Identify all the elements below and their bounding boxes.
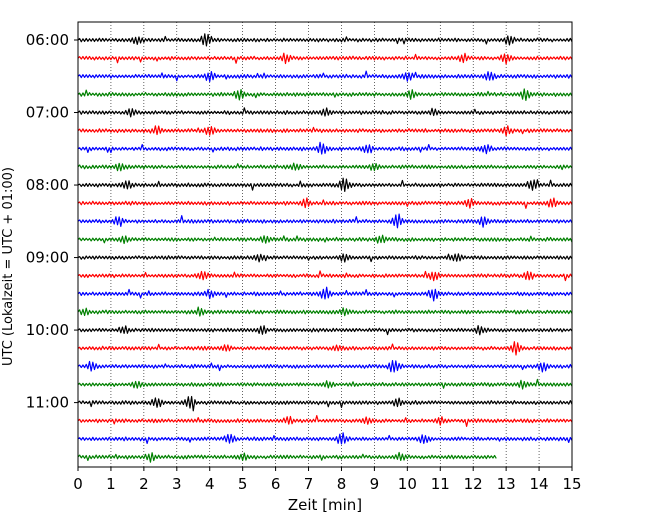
- trace-0745: [77, 162, 573, 172]
- trace-0845: [77, 234, 573, 245]
- x-tick-label: 8: [337, 475, 347, 493]
- x-tick-label: 0: [73, 475, 83, 493]
- x-tick-label: 14: [530, 475, 549, 493]
- trace-1130: [77, 432, 573, 445]
- y-tick-label: 11:00: [26, 394, 69, 412]
- y-axis-label: UTC (Lokalzeit = UTC + 01:00): [1, 167, 16, 366]
- trace-1100: [77, 395, 573, 412]
- x-tick-label: 10: [398, 475, 417, 493]
- x-tick-label: 3: [172, 475, 182, 493]
- y-tick-label: 09:00: [26, 249, 69, 267]
- trace-0715: [77, 125, 573, 137]
- x-tick-label: 5: [238, 475, 248, 493]
- x-tick-label: 1: [106, 475, 116, 493]
- trace-0630: [77, 70, 573, 83]
- x-tick-label: 2: [139, 475, 149, 493]
- trace-0800: [77, 177, 573, 192]
- x-tick-label: 13: [497, 475, 516, 493]
- x-axis: 0 1 2 3 4 5 6 7 8 9 10 11 12 13 14 15: [73, 467, 582, 493]
- x-tick-label: 6: [271, 475, 281, 493]
- y-tick-label: 08:00: [26, 176, 69, 194]
- y-axis: 06:00 07:00 08:00 09:00 10:00 11:00: [26, 31, 78, 412]
- trace-1000: [77, 325, 573, 336]
- x-tick-label: 11: [431, 475, 450, 493]
- y-tick-label: 06:00: [26, 31, 69, 49]
- trace-1045: [77, 378, 573, 390]
- trace-0615: [77, 52, 573, 65]
- trace-0730: [77, 141, 573, 155]
- trace-1015: [77, 341, 573, 356]
- grid-lines: [110, 22, 540, 467]
- trace-0930: [77, 286, 573, 302]
- x-tick-label: 7: [304, 475, 314, 493]
- trace-0900: [77, 253, 573, 263]
- x-tick-label: 9: [370, 475, 380, 493]
- trace-0830: [77, 213, 573, 229]
- x-axis-label: Zeit [min]: [288, 496, 362, 514]
- plot-frame: [77, 21, 573, 468]
- trace-0645: [77, 88, 573, 102]
- y-tick-label: 07:00: [26, 104, 69, 122]
- trace-0945: [77, 306, 573, 317]
- x-tick-label: 15: [562, 475, 581, 493]
- trace-1030: [77, 359, 573, 373]
- trace-0915: [77, 270, 573, 282]
- seismogram-traces: [77, 33, 573, 463]
- x-tick-label: 12: [464, 475, 483, 493]
- trace-1145: [77, 451, 497, 463]
- trace-1115: [77, 415, 573, 427]
- trace-0700: [77, 107, 573, 118]
- trace-0600: [77, 33, 573, 47]
- y-tick-label: 10:00: [26, 321, 69, 339]
- trace-0815: [77, 197, 573, 209]
- x-tick-label: 4: [205, 475, 215, 493]
